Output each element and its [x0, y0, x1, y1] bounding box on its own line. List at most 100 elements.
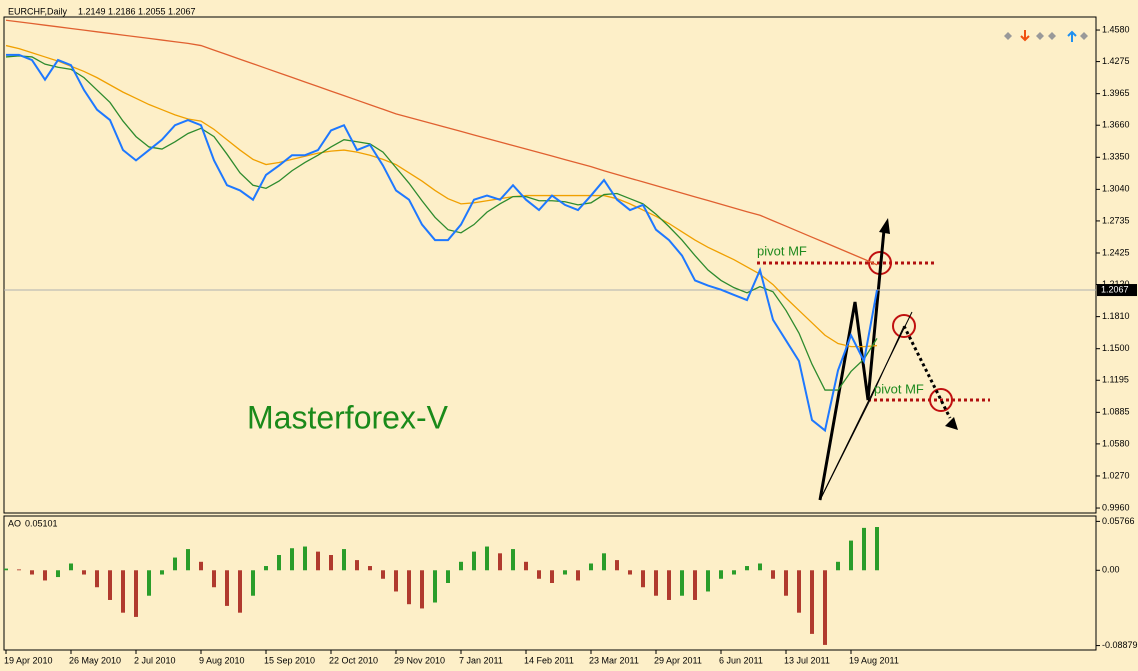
- x-tick-label: 29 Nov 2010: [394, 655, 445, 665]
- indicator-bar: [459, 561, 463, 571]
- y-tick-label: 1.4275: [1102, 56, 1130, 66]
- indicator-bar: [537, 570, 541, 579]
- y-tick-label: 1.3350: [1102, 152, 1130, 162]
- indicator-bar: [342, 549, 346, 571]
- indicator-bar: [95, 570, 99, 588]
- y-tick-label: 1.2425: [1102, 247, 1130, 257]
- y-tick-label: 1.1500: [1102, 343, 1130, 353]
- indicator-bar: [225, 570, 229, 606]
- y-tick-label: 1.0580: [1102, 438, 1130, 448]
- indicator-bar: [524, 561, 528, 571]
- y-tick-label: 1.3040: [1102, 184, 1130, 194]
- indicator-bar: [381, 570, 385, 579]
- indicator-bar: [693, 570, 697, 600]
- watermark: Masterforex-V: [247, 399, 449, 435]
- indicator-bar: [147, 570, 151, 596]
- x-tick-label: 23 Mar 2011: [589, 655, 639, 665]
- x-tick-label: 26 May 2010: [69, 655, 121, 665]
- indicator-bar: [563, 570, 567, 575]
- indicator-bar: [420, 570, 424, 609]
- indicator-bar: [667, 570, 671, 600]
- header: EURCHF,Daily 1.2149 1.2186 1.2055 1.2067…: [8, 6, 196, 528]
- y-tick-label: 1.2735: [1102, 215, 1130, 225]
- indicator-bar: [251, 570, 255, 596]
- indicator-panel: [3, 515, 1097, 651]
- price-box: [1097, 284, 1137, 297]
- toolbar-icons: [1004, 30, 1088, 42]
- price-label: 1.2067: [1101, 284, 1129, 294]
- indicator-bar: [615, 560, 619, 571]
- indicator-bar: [30, 570, 34, 575]
- low: 1.2055: [138, 6, 166, 16]
- indicator-bar: [576, 570, 580, 581]
- indicator-bar: [823, 570, 827, 645]
- y-tick-label: 1.3965: [1102, 88, 1130, 98]
- indicator-bar: [758, 563, 762, 571]
- indicator-bar: [238, 570, 242, 613]
- indicator-bar: [186, 549, 190, 571]
- indicator-bar: [641, 570, 645, 588]
- indicator-bar: [56, 570, 60, 578]
- y-tick-label: 0.05766: [1102, 516, 1135, 526]
- indicator-bar: [290, 548, 294, 571]
- indicator-bar: [680, 570, 684, 596]
- indicator-bar: [43, 570, 47, 581]
- indicator-bar: [355, 560, 359, 571]
- high: 1.2186: [108, 6, 136, 16]
- symbol: EURCHF,Daily: [8, 6, 68, 16]
- indicator-bar: [745, 566, 749, 571]
- indicator-bar: [69, 563, 73, 571]
- indicator-bar: [628, 570, 632, 575]
- indicator-bar: [511, 549, 515, 571]
- indicator-bar: [849, 540, 853, 571]
- annotation: pivot MF: [874, 381, 924, 396]
- indicator-bar: [446, 570, 450, 583]
- indicator-bar: [550, 570, 554, 583]
- series-line: [5, 55, 878, 391]
- indicator-name: AO: [8, 518, 21, 528]
- y-tick-label: 1.0885: [1102, 407, 1130, 417]
- x-tick-label: 7 Jan 2011: [459, 655, 503, 665]
- indicator-bar: [875, 527, 879, 571]
- indicator-bar: [862, 527, 866, 571]
- indicator-bar: [108, 570, 112, 600]
- y-tick-label: 0.00: [1102, 565, 1120, 575]
- y-tick-label: -0.08879: [1102, 640, 1138, 650]
- indicator-bar: [810, 570, 814, 634]
- indicator-bar: [303, 546, 307, 571]
- indicator-bar: [264, 566, 268, 571]
- y-tick-label: 1.3660: [1102, 120, 1130, 130]
- indicator-bar: [82, 570, 86, 575]
- indicator-bar: [498, 553, 502, 571]
- series-line: [5, 19, 878, 266]
- indicator-bar: [407, 570, 411, 605]
- indicator-bar: [160, 570, 164, 575]
- x-tick-label: 19 Aug 2011: [849, 655, 899, 665]
- indicator-bar: [368, 566, 372, 571]
- x-tick-label: 15 Sep 2010: [264, 655, 315, 665]
- x-tick-label: 22 Oct 2010: [329, 655, 378, 665]
- x-tick-label: 19 Apr 2010: [4, 655, 53, 665]
- indicator-value: 0.05101: [25, 518, 58, 528]
- indicator-bar: [771, 570, 775, 579]
- annotation: pivot MF: [757, 243, 807, 258]
- indicator-bar: [654, 570, 658, 596]
- indicator-bar: [212, 570, 216, 588]
- indicator-bar: [719, 570, 723, 579]
- open: 1.2149: [78, 6, 106, 16]
- indicator-bar: [602, 553, 606, 571]
- annotation-drawing: [757, 218, 990, 501]
- y-tick-label: 1.0270: [1102, 470, 1130, 480]
- y-tick-label: 1.1195: [1102, 375, 1129, 385]
- y-tick-label: 1.4580: [1102, 24, 1130, 34]
- indicator-bar: [784, 570, 788, 596]
- x-tick-label: 2 Jul 2010: [134, 655, 176, 665]
- x-tick-label: 6 Jun 2011: [719, 655, 763, 665]
- indicator-bar: [329, 555, 333, 571]
- indicator-bar: [706, 570, 710, 592]
- series-line: [5, 44, 878, 348]
- indicator-bar: [199, 561, 203, 571]
- y-tick-label: 0.9960: [1102, 502, 1130, 512]
